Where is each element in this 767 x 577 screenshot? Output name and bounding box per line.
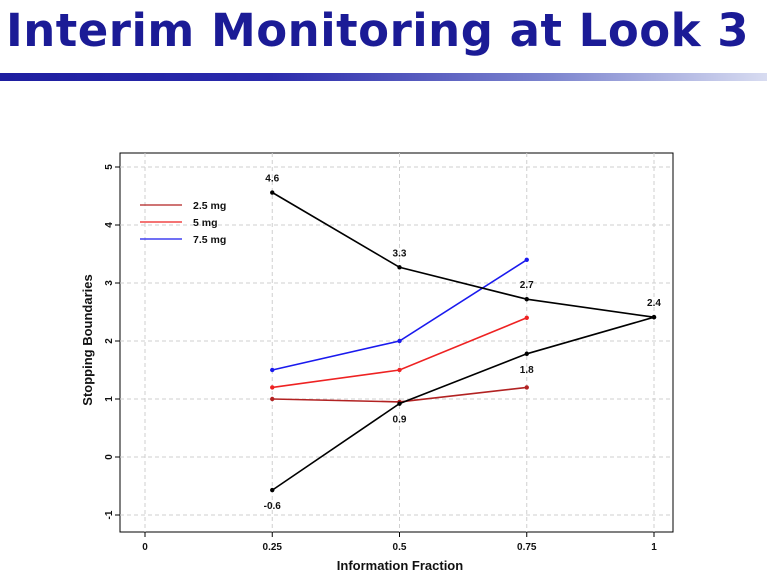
plot-frame (119, 152, 674, 533)
data-label: 3.3 (393, 248, 407, 259)
x-tick-label: 0.5 (393, 542, 407, 553)
data-point (397, 265, 402, 270)
x-axis-label: Information Fraction (337, 558, 463, 573)
data-label: 4.6 (265, 174, 279, 185)
y-tick-label: 0 (104, 454, 115, 460)
y-tick-label: 4 (104, 222, 115, 228)
y-tick-label: -1 (104, 510, 115, 519)
legend-label: 7.5 mg (193, 234, 226, 246)
y-tick-label: 1 (104, 396, 115, 402)
data-point (270, 396, 275, 402)
legend: 2.5 mg 5 mg 7.5 mg (140, 200, 226, 246)
x-tick-label: 1 (651, 542, 657, 553)
data-point (270, 190, 275, 195)
data-point (524, 351, 529, 356)
data-point (651, 315, 657, 320)
y-tick-label: 2 (104, 338, 115, 344)
data-label: 1.8 (520, 365, 534, 376)
data-point (397, 338, 402, 344)
data-point (397, 401, 402, 406)
data-point (524, 257, 529, 262)
series-line-4 (271, 191, 655, 318)
axes: 0 0.25 0.5 0.75 1 -1 0 1 2 3 4 5 (104, 164, 657, 553)
data-labels: 4.6 3.3 2.7 2.4 -0.6 0.9 1.8 (264, 174, 662, 513)
data-point (524, 385, 529, 390)
data-point (270, 385, 275, 390)
data-point (397, 367, 402, 373)
data-point (524, 315, 529, 320)
legend-label: 5 mg (193, 217, 218, 229)
x-tick-label: 0.75 (517, 542, 537, 553)
data-label: 2.7 (520, 280, 534, 291)
slide-title: Interim Monitoring at Look 3 (6, 4, 750, 57)
data-label: 2.4 (647, 298, 661, 309)
series-lines (270, 190, 657, 493)
y-axis-label: Stopping Boundaries (80, 274, 95, 405)
data-point (270, 487, 275, 493)
data-point (524, 297, 529, 302)
x-tick-label: 0.25 (263, 542, 283, 553)
data-label: 0.9 (393, 415, 407, 426)
grid (120, 153, 673, 532)
legend-label: 2.5 mg (193, 200, 226, 212)
series-line-5 (271, 316, 655, 491)
y-tick-label: 3 (104, 280, 115, 286)
y-tick-label: 5 (104, 164, 115, 170)
title-rule (0, 73, 767, 81)
data-label: -0.6 (264, 501, 282, 512)
data-point (270, 367, 275, 373)
x-tick-label: 0 (142, 542, 148, 553)
